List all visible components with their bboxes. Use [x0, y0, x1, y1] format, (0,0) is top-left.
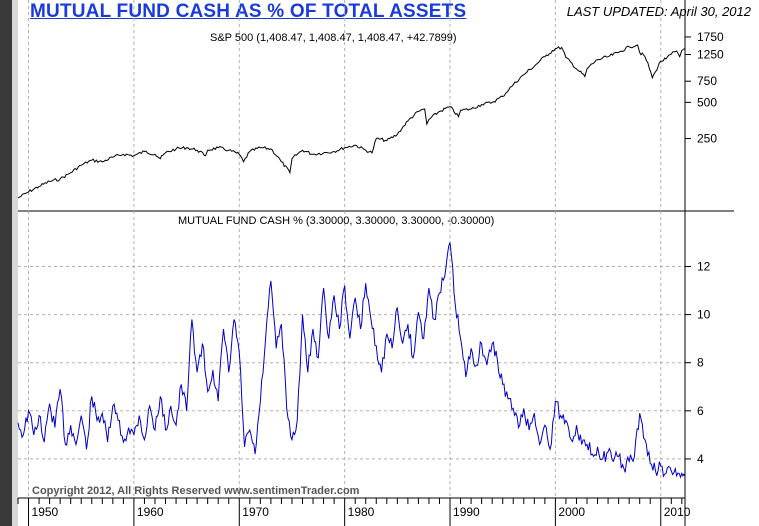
last-updated-label: LAST UPDATED: [566, 4, 668, 19]
sp500-y-tick-label: 1250 [697, 48, 724, 62]
last-updated: LAST UPDATED: April 30, 2012 [567, 4, 751, 19]
x-tick-label: 1950 [32, 505, 59, 519]
page-title: MUTUAL FUND CASH AS % OF TOTAL ASSETS [30, 1, 467, 22]
x-tick-label: 1990 [453, 505, 480, 519]
sp500-y-tick-label: 250 [697, 132, 717, 146]
cash-y-tick-label: 10 [697, 308, 711, 322]
cash-legend: MUTUAL FUND CASH % (3.30000, 3.30000, 3.… [178, 215, 494, 227]
sp500-gridlines [28, 0, 662, 210]
sp500-y-tick-label: 750 [697, 74, 717, 88]
cash-y-axis: 4 6 8 10 12 [685, 259, 711, 466]
cash-y-tick-label: 12 [697, 259, 711, 273]
x-axis: 1950 1960 1970 1980 1990 2000 2010 [17, 498, 691, 526]
cash-panel: MUTUAL FUND CASH % (3.30000, 3.30000, 3.… [17, 211, 711, 498]
cash-gridlines [18, 211, 685, 498]
x-tick-label: 1960 [137, 505, 164, 519]
copyright-notice: Copyright 2012, All Rights Reserved www.… [32, 485, 360, 497]
sp500-line [17, 44, 686, 199]
cash-line [17, 242, 686, 479]
x-tick-label: 2000 [558, 505, 585, 519]
cash-y-tick-label: 8 [697, 356, 704, 370]
x-tick-label: 1980 [348, 505, 375, 519]
chart-header: MUTUAL FUND CASH AS % OF TOTAL ASSETS LA… [0, 0, 759, 24]
sp500-y-axis: 250 500 750 1250 1750 [685, 30, 724, 146]
x-tick-label: 2010 [664, 505, 691, 519]
sp500-panel: S&P 500 (1,408.47, 1,408.47, 1,408.47, +… [17, 0, 724, 210]
last-updated-date: April 30, 2012 [670, 4, 751, 19]
left-window-edge [0, 0, 12, 526]
sp500-legend: S&P 500 (1,408.47, 1,408.47, 1,408.47, +… [210, 32, 457, 44]
sp500-series [17, 44, 686, 199]
sp500-y-tick-label: 1750 [697, 30, 724, 44]
sp500-y-tick-label: 500 [697, 95, 717, 109]
cash-y-tick-label: 4 [697, 452, 704, 466]
x-tick-label: 1970 [242, 505, 269, 519]
cash-y-tick-label: 6 [697, 404, 704, 418]
cash-series [17, 242, 686, 479]
left-window-bevel [12, 0, 18, 526]
